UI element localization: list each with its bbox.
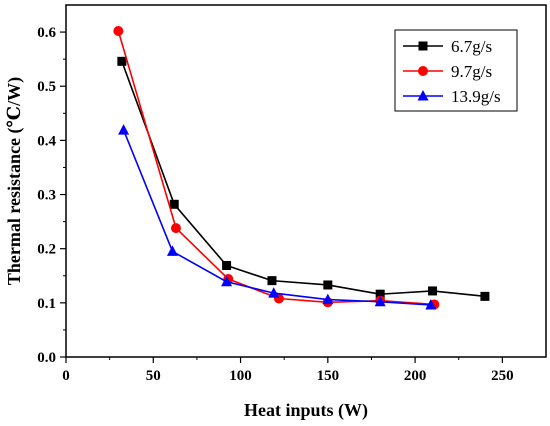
- legend-marker: [417, 90, 429, 101]
- x-tick-label: 0: [62, 368, 70, 384]
- data-point: [375, 289, 385, 299]
- data-point: [118, 124, 130, 135]
- axes: 0 50 100 150 200 250 0.0 0.1 0.2 0.3 0.4 0.5 0.6: [37, 25, 513, 384]
- data-point: [323, 280, 333, 290]
- data-point: [480, 291, 490, 301]
- y-axis-label: Thermal resistance (℃/W): [4, 77, 25, 285]
- y-tick-label: 0.3: [37, 188, 56, 204]
- data-point: [268, 287, 280, 298]
- legend-label: 6.7g/s: [451, 37, 492, 56]
- series-group: [113, 25, 490, 310]
- series-6-7g-s: [117, 56, 490, 301]
- series-line: [122, 129, 431, 306]
- x-axis-label: Heat inputs (W): [244, 400, 368, 421]
- series-13-9g-s: [118, 124, 437, 310]
- y-tick-label: 0.2: [37, 242, 56, 258]
- data-point: [166, 245, 178, 256]
- data-point: [374, 295, 386, 307]
- legend-label: 9.7g/s: [451, 62, 492, 81]
- plot-area: [65, 4, 547, 358]
- y-tick-label: 0.4: [37, 133, 56, 149]
- legend-item: 9.7g/s: [403, 62, 492, 81]
- legend-marker: [418, 41, 428, 51]
- series-line: [121, 61, 485, 298]
- x-tick-label: 150: [317, 368, 340, 384]
- series-9-7g-s: [113, 25, 440, 310]
- legend-item: 6.7g/s: [403, 37, 492, 56]
- data-point: [221, 275, 233, 287]
- y-tick-label: 0.0: [37, 350, 56, 366]
- data-point: [428, 286, 438, 296]
- legend-label: 13.9g/s: [451, 87, 501, 106]
- data-point: [425, 299, 437, 310]
- x-tick-label: 50: [146, 368, 161, 384]
- legend: 6.7g/s 9.7g/s 13.9g/s: [394, 29, 518, 112]
- data-point: [113, 25, 124, 36]
- data-point: [170, 223, 181, 234]
- legend-item: 13.9g/s: [403, 87, 501, 106]
- y-tick-label: 0.5: [37, 79, 56, 95]
- y-tick-label: 0.1: [37, 296, 56, 312]
- series-line: [117, 30, 435, 306]
- data-point: [222, 260, 232, 270]
- data-point: [117, 56, 127, 66]
- legend-marker: [418, 66, 428, 76]
- data-point: [267, 276, 277, 286]
- data-point: [169, 199, 179, 209]
- x-tick-label: 100: [229, 368, 252, 384]
- data-point: [322, 293, 334, 305]
- x-tick-label: 200: [404, 368, 427, 384]
- x-tick-label: 250: [491, 368, 514, 384]
- y-tick-label: 0.6: [37, 25, 56, 41]
